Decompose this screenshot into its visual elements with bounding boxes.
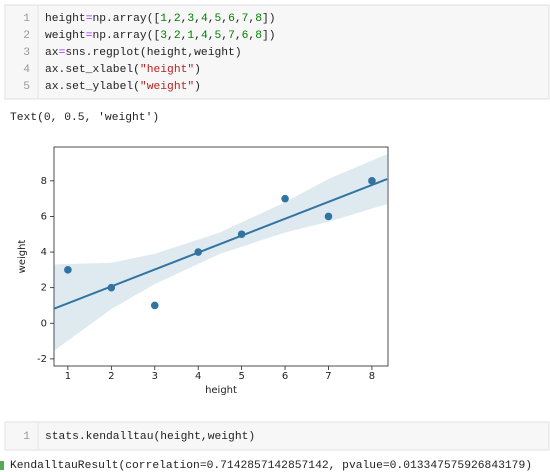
y-tick-label: 6 bbox=[41, 211, 47, 222]
code-line: weight=np.array([3,2,1,4,5,7,6,8]) bbox=[45, 30, 276, 42]
x-tick-label: 5 bbox=[238, 371, 244, 382]
x-tick-label: 1 bbox=[65, 371, 71, 382]
code-line: stats.kendalltau(height,weight) bbox=[45, 431, 255, 443]
x-tick-label: 4 bbox=[195, 371, 201, 382]
code-line: ax.set_ylabel("weight") bbox=[45, 81, 201, 93]
y-tick-label: 8 bbox=[41, 176, 47, 187]
y-tick-label: 2 bbox=[41, 283, 47, 294]
cell-output: KendalltauResult(correlation=0.714285714… bbox=[10, 460, 532, 472]
x-tick-label: 7 bbox=[325, 371, 331, 382]
code-line: ax.set_xlabel("height") bbox=[45, 64, 201, 76]
line-number: 1 bbox=[23, 13, 30, 25]
line-number: 4 bbox=[23, 64, 30, 76]
code-line: height=np.array([1,2,3,4,5,6,7,8]) bbox=[45, 13, 276, 25]
y-tick-label: -2 bbox=[37, 354, 47, 365]
line-number: 5 bbox=[23, 81, 30, 93]
line-number: 3 bbox=[23, 47, 30, 59]
code-cell[interactable] bbox=[4, 4, 550, 100]
stream-marker bbox=[0, 461, 4, 470]
point bbox=[237, 230, 246, 239]
code-cell[interactable] bbox=[4, 421, 550, 451]
point bbox=[368, 177, 376, 185]
point bbox=[150, 301, 159, 310]
cell-output: Text(0, 0.5, 'weight') bbox=[10, 112, 159, 124]
x-axis-label: height bbox=[205, 385, 237, 396]
y-axis-label: weight bbox=[17, 240, 28, 274]
regression-line bbox=[54, 178, 388, 310]
code-line: ax=sns.regplot(height,weight) bbox=[45, 47, 242, 59]
point bbox=[281, 194, 289, 203]
x-tick-label: 3 bbox=[152, 371, 158, 382]
axes-frame bbox=[53, 146, 389, 367]
confidence-band bbox=[54, 154, 388, 351]
point bbox=[324, 212, 333, 221]
point bbox=[64, 266, 72, 274]
y-tick-label: 0 bbox=[41, 318, 47, 329]
y-tick-label: 4 bbox=[41, 247, 47, 258]
x-tick-label: 8 bbox=[369, 371, 375, 382]
x-tick-label: 6 bbox=[282, 371, 288, 382]
point bbox=[194, 248, 202, 256]
x-tick-label: 2 bbox=[108, 371, 114, 382]
line-number: 1 bbox=[23, 431, 30, 443]
point bbox=[107, 283, 116, 292]
line-number: 2 bbox=[23, 30, 30, 42]
